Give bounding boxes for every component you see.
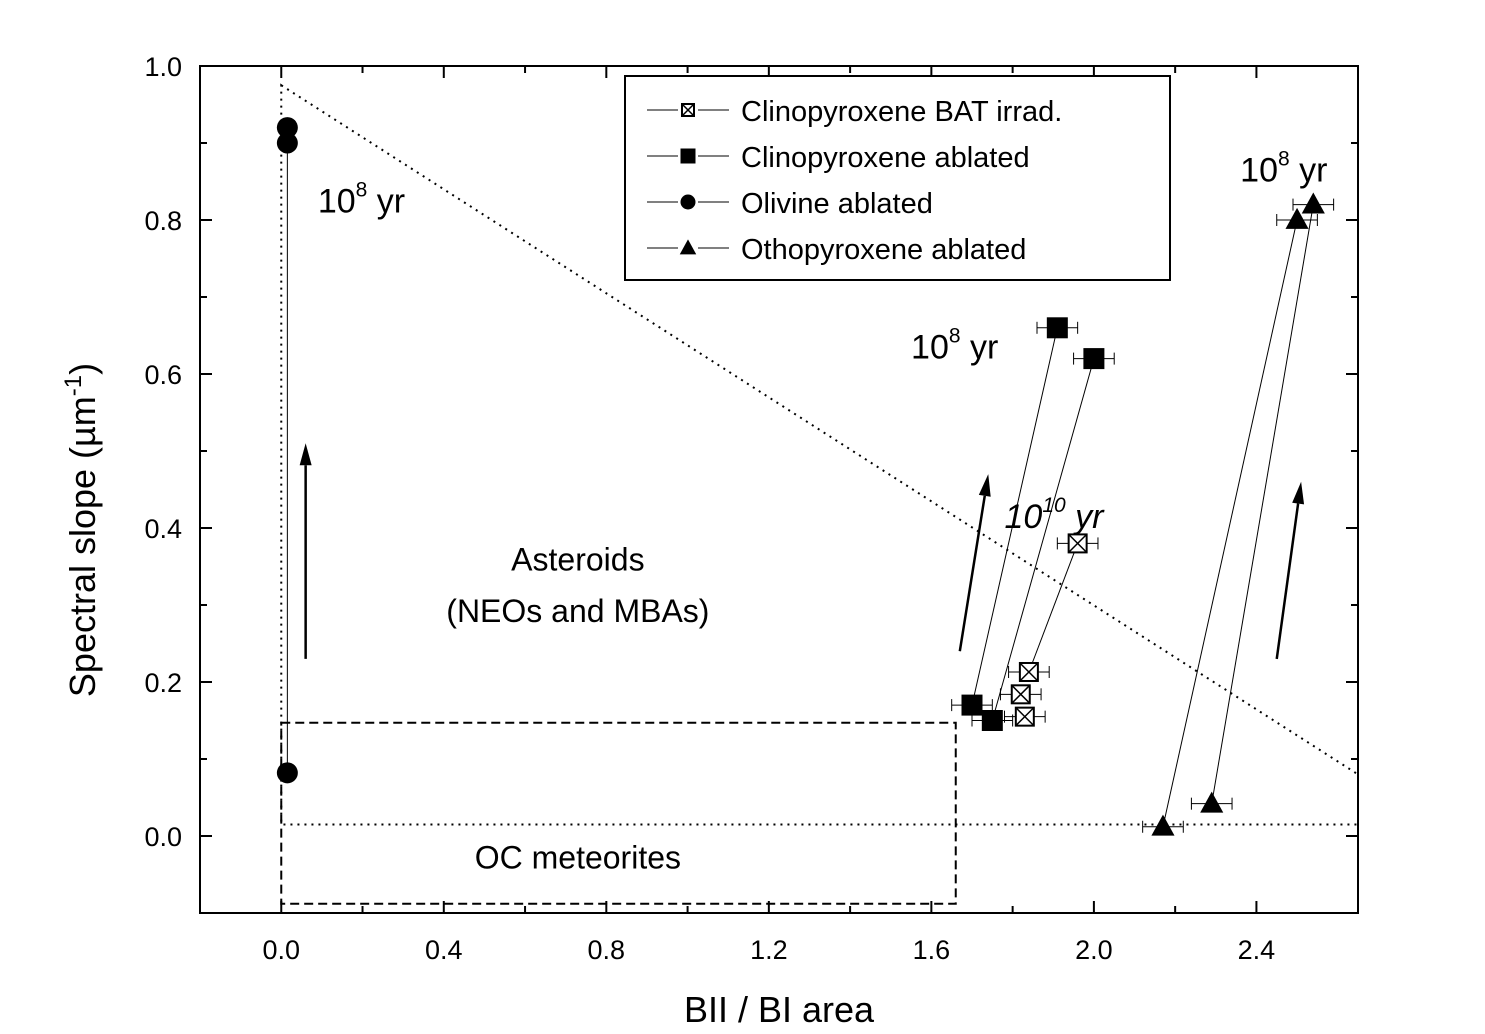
olivine-ablated-marker [680,194,696,210]
olivine-ablated-marker [276,117,298,139]
y-axis-label-close: ) [62,363,103,375]
age-annotation-exponent: 8 [356,178,368,201]
y-axis-label-superscript: -1 [60,375,87,396]
age-annotation-exponent: 8 [1278,148,1290,171]
y-axis-label-group: Spectral slope (µm-1) [60,363,103,697]
legend-label: Clinopyroxene BAT irrad. [741,96,1062,128]
age-annotation-exponent: 10 [1042,494,1066,517]
y-axis-label-main: Spectral slope (µm [62,396,103,697]
age-annotation-unit: yr [367,182,405,220]
age-annotation-unit: yr [961,329,999,367]
evolution-line [1028,543,1079,673]
evolution-line [1162,219,1298,827]
age-annotation: 108 yr [318,178,405,220]
orthopyroxene-ablated-marker [1285,207,1309,229]
x-tick-label: 1.6 [913,935,951,965]
orthopyroxene-ablated-marker [1200,791,1224,813]
points-layer [276,117,1335,836]
time-arrow-head [1292,481,1305,505]
age-annotation-unit: yr [1066,498,1105,536]
orthopyroxene-ablated-marker [1301,192,1325,214]
age-annotation-exponent: 8 [949,325,961,348]
x-axis-label: BII / BI area [684,989,875,1030]
age-annotation-base: 10 [1005,498,1043,536]
time-arrow-shaft [1275,503,1300,660]
evolution-line [971,327,1058,706]
y-tick-label: 1.0 [144,52,182,82]
evolution-line [991,358,1095,721]
y-tick-label: 0.0 [144,822,182,852]
age-annotation-base: 10 [911,329,949,367]
clinopyroxene-ablated-marker [1083,348,1105,370]
clinopyroxene-bat-irradiated-marker [681,103,695,117]
ticks-layer: 0.0 0.4 0.8 1.2 1.6 2.0 2.4 0.0 0.2 0.4 0.6 0.8 1.0 [144,52,1358,965]
crossed-square-diagonal [681,103,695,117]
region-label: OC meteorites [475,839,681,875]
orthopyroxene-ablated-marker [1151,814,1175,836]
x-tick-label: 1.2 [750,935,788,965]
x-tick-label: 2.4 [1238,935,1276,965]
y-axis-label: Spectral slope (µm-1) [60,363,103,697]
clinopyroxene-bat-irradiated-marker [1018,661,1039,682]
clinopyroxene-ablated-marker [680,148,696,164]
links-layer [286,143,1314,827]
clinopyroxene-bat-irradiated-marker [1010,684,1031,705]
y-tick-label: 0.8 [144,206,182,236]
region-label: Asteroids [511,541,644,577]
clinopyroxene-ablated-marker [961,694,983,716]
x-tick-label: 0.4 [425,935,463,965]
age-annotation-base: 10 [1240,152,1278,190]
x-tick-label: 2.0 [1075,935,1113,965]
clinopyroxene-bat-irradiated-marker [1014,706,1035,727]
y-tick-label: 0.2 [144,668,182,698]
legend: Clinopyroxene BAT irrad. Clinopyroxene ab… [624,75,1171,281]
time-arrow-shaft [958,495,986,652]
time-arrow-head [978,474,991,497]
time-arrow-head [299,443,312,466]
legend-label: Othopyroxene ablated [741,234,1026,266]
oc-meteorites-region-boundary [280,721,957,905]
arrows-layer [299,443,1305,660]
legend-label: Clinopyroxene ablated [741,142,1030,174]
clinopyroxene-ablated-marker [1046,317,1068,339]
age-annotation-unit: yr [1290,152,1328,190]
x-tick-label: 0.8 [588,935,626,965]
age-annotation: 1010 yr [1005,494,1106,536]
legend-label: Olivine ablated [741,188,933,220]
age-annotation: 108 yr [911,325,998,367]
crossed-square-diagonal [1015,707,1035,727]
x-tick-label: 0.0 [262,935,300,965]
crossed-square-diagonal [1019,662,1039,682]
age-annotation: 108 yr [1240,148,1327,190]
evolution-line [1211,204,1314,804]
crossed-square-diagonal [1068,533,1088,553]
region-label: (NEOs and MBAs) [446,593,709,629]
olivine-ablated-marker [276,762,298,784]
clinopyroxene-ablated-marker [981,710,1003,731]
age-annotation-base: 10 [318,182,356,220]
regions-layer [280,83,1359,905]
orthopyroxene-ablated-marker [679,239,697,255]
clinopyroxene-bat-irradiated-marker [1067,533,1088,554]
plot-frame [199,65,1359,914]
y-tick-label: 0.6 [144,360,182,390]
y-tick-label: 0.4 [144,514,182,544]
crossed-square-diagonal [1011,684,1031,704]
olivine-ablated-marker [276,132,298,154]
